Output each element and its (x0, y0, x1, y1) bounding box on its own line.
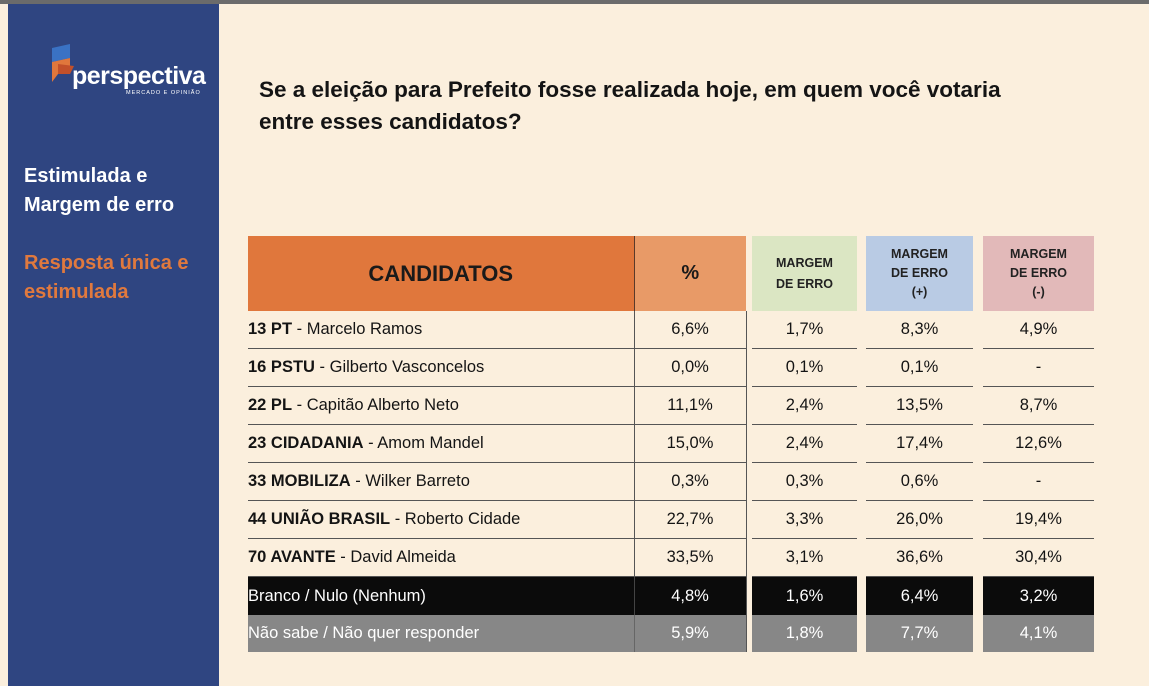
header-margin: MARGEM DE ERRO (752, 236, 857, 311)
margin-minus-cell: 8,7% (983, 386, 1094, 425)
brand-logo: perspectiva MERCADO E OPINIÃO (48, 44, 223, 104)
table-row: 44 UNIÃO BRASIL - Roberto Cidade 22,7% 3… (248, 500, 1094, 539)
margin-cell: 3,1% (752, 538, 857, 577)
blank-null-label: Branco / Nulo (Nenhum) (248, 576, 635, 615)
sidebar: perspectiva MERCADO E OPINIÃO Estimulada… (8, 4, 219, 686)
margin-plus-cell: 13,5% (866, 386, 973, 425)
table-row: 33 MOBILIZA - Wilker Barreto 0,3% 0,3% 0… (248, 462, 1094, 501)
table-row: 23 CIDADANIA - Amom Mandel 15,0% 2,4% 17… (248, 424, 1094, 463)
margin-plus-cell: 0,6% (866, 462, 973, 501)
margin-plus-cell: 6,4% (866, 576, 973, 615)
margin-plus-cell: 7,7% (866, 615, 973, 652)
margin-minus-cell: 3,2% (983, 576, 1094, 615)
results-table: CANDIDATOS % MARGEM DE ERRO MARGEM DE ER… (248, 236, 1094, 652)
margin-minus-cell: 4,9% (983, 311, 1094, 349)
candidate-cell: 33 MOBILIZA - Wilker Barreto (248, 462, 635, 501)
table-row: 70 AVANTE - David Almeida 33,5% 3,1% 36,… (248, 538, 1094, 577)
left-margin (0, 4, 8, 686)
candidate-cell: 44 UNIÃO BRASIL - Roberto Cidade (248, 500, 635, 539)
brand-tagline: MERCADO E OPINIÃO (126, 90, 201, 96)
margin-minus-cell: 12,6% (983, 424, 1094, 463)
header-margin-minus: MARGEM DE ERRO (-) (983, 236, 1094, 311)
candidate-cell: 13 PT - Marcelo Ramos (248, 311, 635, 349)
percent-cell: 0,0% (634, 348, 747, 387)
margin-cell: 2,4% (752, 386, 857, 425)
percent-cell: 5,9% (634, 615, 747, 652)
brand-name: perspectiva (72, 62, 206, 90)
logo-mark-icon (52, 44, 74, 82)
table-row: 16 PSTU - Gilberto Vasconcelos 0,0% 0,1%… (248, 348, 1094, 387)
margin-cell: 2,4% (752, 424, 857, 463)
margin-cell: 1,8% (752, 615, 857, 652)
survey-question: Se a eleição para Prefeito fosse realiza… (259, 77, 1001, 134)
margin-plus-cell: 36,6% (866, 538, 973, 577)
header-row: CANDIDATOS % MARGEM DE ERRO MARGEM DE ER… (248, 236, 1094, 311)
sidebar-heading: Estimulada e Margem de erro (24, 165, 175, 216)
margin-cell: 3,3% (752, 500, 857, 539)
candidate-cell: 70 AVANTE - David Almeida (248, 538, 635, 577)
margin-cell: 0,1% (752, 348, 857, 387)
margin-cell: 0,3% (752, 462, 857, 501)
dont-know-row: Não sabe / Não quer responder 5,9% 1,8% … (248, 615, 1094, 652)
percent-cell: 0,3% (634, 462, 747, 501)
margin-minus-cell: - (983, 348, 1094, 387)
margin-minus-cell: - (983, 462, 1094, 501)
margin-plus-cell: 8,3% (866, 311, 973, 349)
margin-plus-cell: 26,0% (866, 500, 973, 539)
candidate-cell: 22 PL - Capitão Alberto Neto (248, 386, 635, 425)
sidebar-subheading: Resposta única e estimulada (24, 252, 189, 303)
margin-minus-cell: 4,1% (983, 615, 1094, 652)
header-percent: % (634, 236, 746, 311)
header-margin-plus: MARGEM DE ERRO (+) (866, 236, 973, 311)
candidate-cell: 16 PSTU - Gilberto Vasconcelos (248, 348, 635, 387)
percent-cell: 6,6% (634, 311, 747, 349)
top-border (0, 0, 1149, 4)
percent-cell: 4,8% (634, 576, 747, 615)
margin-cell: 1,6% (752, 576, 857, 615)
percent-cell: 11,1% (634, 386, 747, 425)
percent-cell: 15,0% (634, 424, 747, 463)
margin-minus-cell: 30,4% (983, 538, 1094, 577)
blank-null-row: Branco / Nulo (Nenhum) 4,8% 1,6% 6,4% 3,… (248, 576, 1094, 615)
margin-cell: 1,7% (752, 311, 857, 349)
percent-cell: 22,7% (634, 500, 747, 539)
dont-know-label: Não sabe / Não quer responder (248, 615, 635, 652)
margin-plus-cell: 17,4% (866, 424, 973, 463)
table-row: 13 PT - Marcelo Ramos 6,6% 1,7% 8,3% 4,9… (248, 311, 1094, 349)
margin-minus-cell: 19,4% (983, 500, 1094, 539)
margin-plus-cell: 0,1% (866, 348, 973, 387)
percent-cell: 33,5% (634, 538, 747, 577)
header-candidates: CANDIDATOS (248, 236, 635, 311)
candidate-cell: 23 CIDADANIA - Amom Mandel (248, 424, 635, 463)
table-row: 22 PL - Capitão Alberto Neto 11,1% 2,4% … (248, 386, 1094, 425)
